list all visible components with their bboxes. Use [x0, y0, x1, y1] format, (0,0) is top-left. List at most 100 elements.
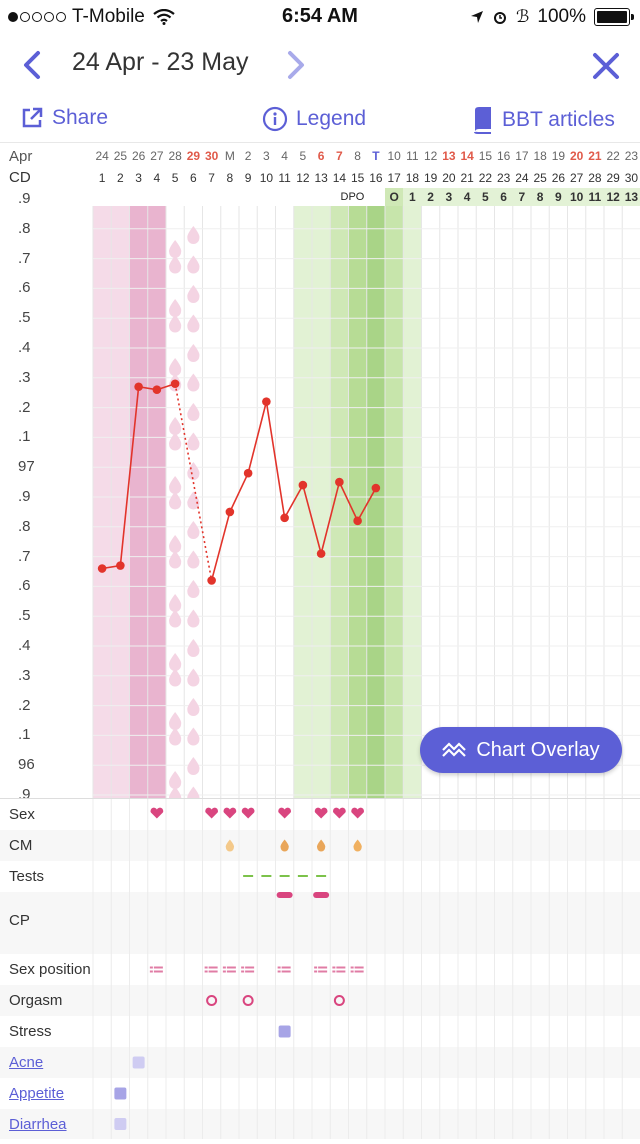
spotting-drop-icon — [187, 521, 200, 539]
row-label-appetite[interactable]: Appetite — [9, 1085, 65, 1102]
cd-cell: 13 — [314, 171, 328, 185]
share-icon — [22, 107, 43, 128]
spotting-drop-icon — [169, 550, 182, 569]
date-cell: 17 — [515, 149, 529, 163]
temp-point — [262, 397, 271, 406]
date-cell: 27 — [150, 149, 164, 163]
dpo-cell: O — [385, 188, 404, 206]
spotting-drop-icon — [187, 639, 200, 657]
symptom-grid: Sex CM Tests CP Sex position Orgasm Stress Acne… — [0, 798, 640, 1139]
location-icon — [471, 11, 484, 23]
date-cell: 15 — [478, 149, 493, 163]
y-tick-label: .3 — [18, 666, 31, 684]
temp-point — [371, 483, 381, 493]
temp-line-segment — [320, 481, 341, 554]
spotting-drop-icon — [187, 698, 200, 716]
chart-overlay-button[interactable]: Chart Overlay — [420, 727, 622, 773]
row-label-acne[interactable]: Acne — [9, 1054, 44, 1071]
sex-position-icon — [314, 966, 318, 969]
y-tick-label: .5 — [18, 607, 31, 625]
chart-overlay-icon — [442, 742, 467, 757]
date-cell: 20 — [569, 149, 584, 163]
cd-cell: 26 — [551, 171, 566, 185]
share-button[interactable]: Share — [20, 106, 108, 130]
spotting-drop-icon — [187, 314, 200, 333]
stress-mark — [278, 1025, 291, 1038]
temp-point — [280, 513, 289, 523]
sex-position-icon — [241, 966, 245, 969]
prev-range-button[interactable] — [20, 50, 44, 80]
date-cell: 21 — [588, 149, 602, 163]
dpo-cell: 4 — [458, 188, 477, 206]
dpo-cell: 3 — [439, 188, 458, 206]
temp-point — [353, 516, 362, 526]
y-tick-label: .9 — [18, 190, 31, 207]
dpo-cell: 5 — [476, 188, 495, 206]
cd-cell: 19 — [423, 171, 438, 185]
y-tick-label: .1 — [18, 726, 31, 744]
row-stripe — [0, 1047, 640, 1078]
y-tick-label: .7 — [18, 547, 31, 565]
cd-cell: 8 — [226, 171, 234, 185]
date-cell: 14 — [460, 149, 474, 163]
cd-cell: 23 — [496, 171, 511, 185]
heart-icon — [241, 807, 255, 819]
heart-icon — [351, 807, 364, 819]
sex-position-icon — [149, 966, 153, 969]
cd-label: CD — [9, 169, 31, 186]
spotting-drop-icon — [169, 358, 182, 376]
row-stripe — [0, 1109, 640, 1139]
date-cell: 30 — [204, 149, 219, 163]
wifi-icon — [153, 9, 175, 25]
cd-cell: 27 — [569, 171, 584, 185]
date-cell: 2 — [244, 149, 252, 163]
date-cell: 8 — [354, 149, 361, 163]
date-cell: 7 — [336, 149, 343, 163]
cd-cell: 6 — [190, 171, 197, 185]
y-tick-label: .2 — [18, 696, 31, 714]
cd-cell: 2 — [117, 171, 124, 185]
y-tick-label: .7 — [18, 249, 31, 267]
spotting-drop-icon — [169, 299, 182, 317]
spotting-drop-icon — [169, 609, 182, 628]
carrier-info: T-Mobile — [8, 6, 175, 28]
sex-position-icon — [350, 966, 354, 969]
cd-cell: 7 — [208, 171, 215, 185]
temp-point — [225, 507, 235, 517]
date-cell: 24 — [95, 149, 109, 163]
pregnancy-test-mark — [313, 892, 330, 898]
appetite-mark — [114, 1087, 127, 1100]
spotting-drop-icon — [169, 653, 182, 671]
spotting-drop-icon — [187, 786, 200, 805]
y-tick-label: .3 — [18, 368, 31, 386]
sex-position-icon — [222, 966, 226, 969]
date-cell: 5 — [299, 149, 307, 163]
cd-cell: 11 — [278, 171, 291, 185]
heart-icon — [314, 807, 328, 819]
bbt-articles-button[interactable]: BBT articles — [472, 106, 615, 134]
spotting-drop-icon — [169, 432, 182, 451]
legend-button[interactable]: Legend — [262, 106, 366, 132]
date-cell: 12 — [423, 149, 438, 163]
bbt-chart[interactable]: .9.8.7.6.5.4.3.2.1 97.9.8.7.6.5.4.3.2.1 96… — [0, 190, 640, 805]
row-label-orgasm: Orgasm — [9, 992, 63, 1009]
y-tick-label: .4 — [18, 637, 31, 654]
spotting-drop-icon — [187, 727, 200, 746]
close-button[interactable] — [592, 52, 620, 80]
month-label: Apr — [9, 148, 33, 165]
next-range-button[interactable] — [284, 50, 308, 80]
calendar-header: Apr CD 24 25 26 27 28 29 30 M 2 3 4 5 6 7 8 T 10 11 12 13 14… — [0, 142, 640, 209]
temp-point — [97, 564, 107, 573]
cervical-mucus-icon — [225, 839, 235, 852]
heart-icon — [223, 807, 237, 819]
date-cell: 19 — [551, 149, 566, 163]
toolbar: Share Legend BBT articles — [0, 96, 640, 142]
y-tick-label: .2 — [18, 398, 31, 416]
heart-icon — [150, 807, 164, 819]
spotting-drop-icon — [187, 226, 200, 244]
spotting-drop-icon — [187, 255, 200, 274]
dpo-cell: 12 — [604, 188, 623, 206]
status-icons: ℬ 100% — [470, 6, 634, 28]
row-label-diarrhea[interactable]: Diarrhea — [9, 1116, 67, 1133]
spotting-drop-icon — [169, 771, 182, 789]
